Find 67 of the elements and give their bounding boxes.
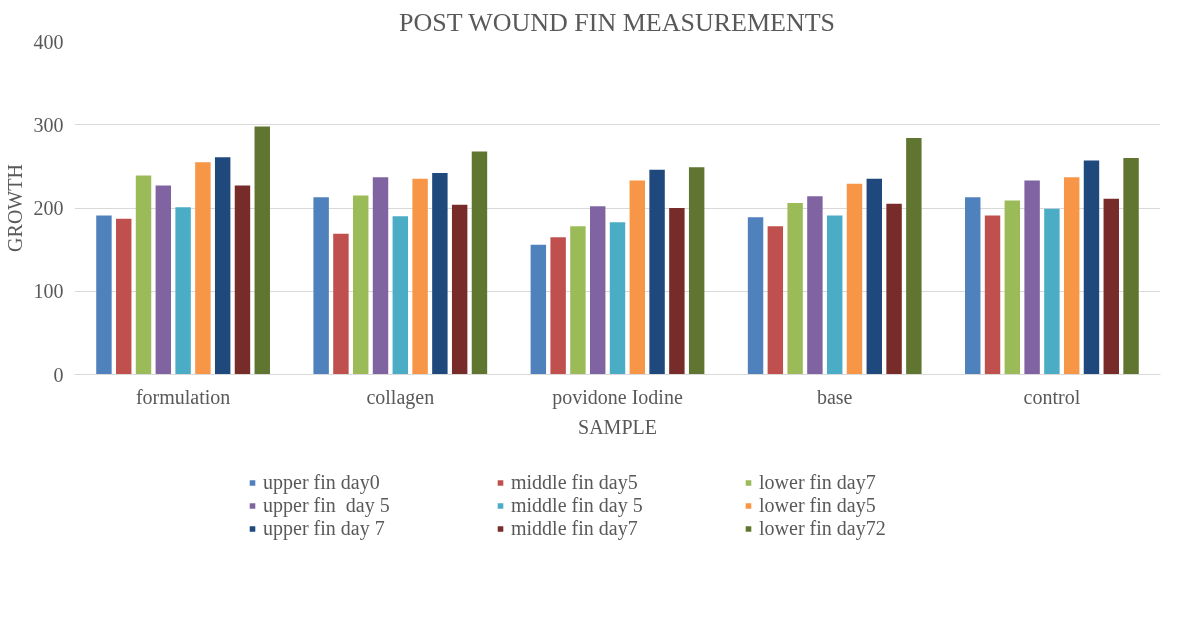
bar	[550, 237, 566, 375]
bar	[846, 183, 863, 375]
bar	[1103, 198, 1119, 375]
bar	[688, 167, 705, 375]
bar	[1123, 158, 1139, 375]
y-tick-label: 100	[33, 280, 64, 303]
bar	[451, 204, 468, 375]
x-tick-label: collagen	[366, 385, 435, 409]
x-tick-label: base	[816, 385, 853, 408]
bar	[649, 169, 665, 375]
bar	[313, 197, 329, 375]
legend-label: middle fin day 5	[511, 493, 644, 517]
legend-label: middle fin day5	[511, 470, 639, 494]
bar	[254, 126, 270, 375]
bar	[866, 178, 882, 375]
bar	[1063, 177, 1080, 375]
bar	[530, 244, 547, 375]
bar	[432, 173, 448, 375]
bar	[155, 185, 172, 375]
bar	[747, 217, 764, 375]
bar	[116, 218, 132, 375]
legend-label: upper fin day 7	[263, 516, 386, 540]
bar	[787, 203, 803, 375]
bar	[1004, 200, 1021, 375]
bar	[333, 233, 349, 375]
bar	[175, 207, 191, 375]
bar	[589, 206, 606, 375]
chart-title: POST WOUND FIN MEASUREMENTS	[399, 7, 836, 37]
bar	[135, 175, 152, 375]
y-tick-label: 300	[33, 113, 64, 136]
y-axis-title: GROWTH	[3, 164, 26, 252]
bar	[471, 151, 488, 375]
bar	[965, 197, 981, 375]
bar	[96, 215, 112, 375]
bar	[392, 216, 409, 375]
legend-label: lower fin day7	[759, 470, 877, 494]
x-tick-label: control	[1023, 385, 1081, 408]
x-tick-label: povidone Iodine	[552, 385, 683, 409]
bar	[826, 215, 843, 375]
bar	[234, 185, 251, 375]
bar	[412, 178, 428, 375]
bar	[669, 208, 685, 375]
bar	[1083, 160, 1100, 375]
legend-label: upper fin day 5	[263, 493, 391, 517]
bar	[807, 196, 823, 375]
bar	[984, 215, 1001, 375]
bar	[886, 203, 902, 375]
x-axis-title: SAMPLE	[578, 415, 657, 438]
legend-label: lower fin day5	[759, 493, 877, 517]
bar	[570, 226, 586, 375]
bar	[906, 138, 922, 375]
bar	[609, 222, 626, 375]
legend-label: upper fin day0	[263, 470, 381, 494]
bar	[372, 177, 389, 375]
bar	[1044, 208, 1060, 375]
bar	[353, 195, 369, 375]
bar	[1024, 180, 1040, 375]
bar	[767, 226, 784, 375]
bar	[195, 162, 211, 375]
y-tick-label: 200	[33, 197, 64, 219]
y-tick-label: 400	[33, 30, 64, 53]
x-tick-label: formulation	[135, 385, 231, 408]
y-tick-label: 0	[53, 363, 64, 386]
legend-label: middle fin day7	[511, 516, 639, 540]
legend-label: lower fin day72	[759, 516, 887, 540]
bar	[214, 157, 231, 375]
bar	[629, 180, 646, 375]
